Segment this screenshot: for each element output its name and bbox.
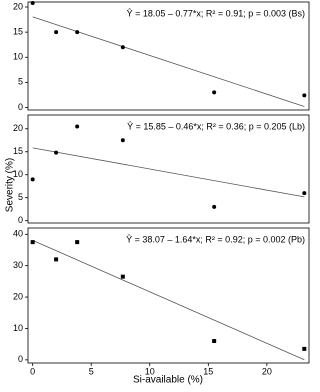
y-tick-label: 30	[13, 260, 23, 270]
regression-line	[32, 147, 305, 198]
y-axis-label: Severity (%)	[5, 158, 16, 212]
annotation: Ŷ = 18.05 – 0.77*x; R² = 0.91; p = 0.003…	[127, 8, 305, 18]
point	[54, 30, 59, 35]
y-tick-label: 5	[18, 77, 23, 87]
point	[212, 339, 217, 344]
y-tick-label: 20	[13, 291, 23, 301]
point	[30, 177, 35, 182]
point	[75, 30, 80, 35]
point	[302, 93, 307, 98]
x-axis-label: Si-available (%)	[133, 375, 203, 386]
y-tick-label: 10	[13, 169, 23, 179]
point	[54, 257, 59, 262]
y-tick-label: 20	[13, 123, 23, 133]
regression-line	[32, 239, 305, 361]
point	[302, 346, 307, 351]
point	[120, 138, 125, 143]
x-tick-label: 0	[30, 366, 35, 376]
point	[120, 45, 125, 50]
y-tick-label: 5	[18, 192, 23, 202]
regression-line	[32, 16, 305, 107]
y-tick-label: 0	[18, 215, 23, 225]
y-tick-label: 10	[13, 52, 23, 62]
panel-frame	[27, 114, 310, 224]
point	[54, 150, 59, 155]
y-tick-label: 0	[18, 102, 23, 112]
y-tick-label: 10	[13, 323, 23, 333]
point	[75, 124, 80, 129]
point	[302, 191, 307, 196]
annotation: Ŷ = 15.85 – 0.46*x; R² = 0.36; p = 0.205…	[127, 121, 305, 131]
y-tick-label: 15	[13, 146, 23, 156]
y-tick-label: 40	[13, 229, 23, 239]
point	[212, 204, 217, 209]
y-tick-label: 0	[18, 354, 23, 364]
panel-frame	[27, 227, 310, 364]
point	[120, 274, 125, 279]
point	[75, 240, 80, 245]
y-tick-label: 15	[13, 27, 23, 37]
x-tick-label: 20	[262, 366, 272, 376]
x-tick-label: 10	[145, 366, 155, 376]
point	[30, 1, 35, 6]
y-tick-label: 20	[13, 1, 23, 11]
point	[212, 90, 217, 95]
point	[30, 240, 35, 245]
panel-frame	[27, 1, 310, 111]
x-tick-label: 5	[89, 366, 94, 376]
annotation: Ŷ = 38.07 – 1.64*x; R² = 0.92; p = 0.002…	[126, 234, 305, 244]
x-tick-label: 15	[203, 366, 213, 376]
